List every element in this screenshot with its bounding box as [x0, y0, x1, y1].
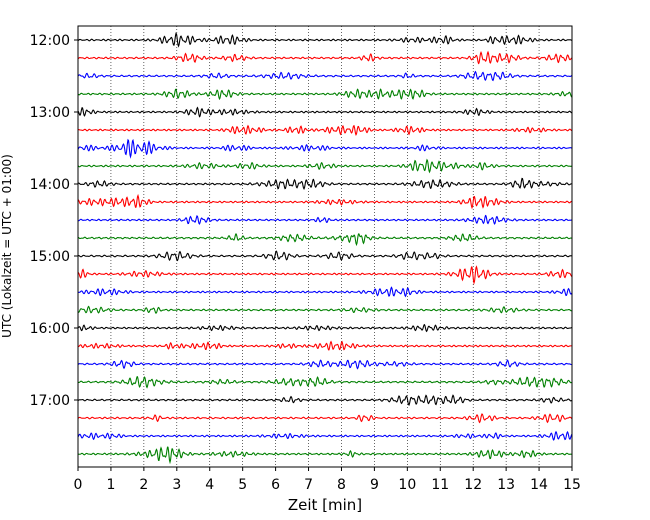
x-tick-label: 4	[205, 477, 214, 493]
trace-1315	[77, 124, 573, 137]
x-tick-label: 0	[74, 477, 83, 493]
x-tick-label: 14	[530, 477, 548, 493]
y-axis-ticks: 12:00 13:00 14:00 15:00 16:00 17:00	[30, 33, 78, 409]
trace-1230	[77, 70, 573, 82]
trace-1630	[77, 359, 573, 370]
trace-1730	[77, 430, 573, 441]
trace-1345	[77, 158, 573, 174]
trace-1330	[77, 138, 573, 159]
trace-1530	[77, 286, 573, 298]
trace-1615	[77, 340, 573, 351]
trace-1300	[77, 106, 573, 118]
x-tick-label: 12	[464, 477, 482, 493]
x-tick-label: 9	[370, 477, 379, 493]
trace-1430	[77, 214, 573, 225]
x-tick-label: 8	[337, 477, 346, 493]
trace-1700	[77, 394, 573, 406]
y-tick-label: 12:00	[30, 33, 70, 49]
trace-1245	[77, 88, 573, 101]
x-tick-label: 10	[398, 477, 416, 493]
y-tick-label: 13:00	[30, 105, 70, 121]
trace-1715	[77, 413, 573, 424]
x-tick-label: 3	[172, 477, 181, 493]
x-axis-label: Zeit [min]	[288, 496, 362, 514]
trace-1200	[77, 32, 573, 48]
y-tick-label: 14:00	[30, 177, 70, 193]
trace-1545	[77, 305, 573, 315]
plot-frame	[77, 25, 573, 468]
x-tick-label: 15	[563, 477, 581, 493]
x-tick-label: 5	[238, 477, 247, 493]
x-axis-ticks: 0 1 2 3 4 5 6 7 8 9 10 11 12 13 14 15	[74, 467, 581, 493]
x-tick-label: 2	[139, 477, 148, 493]
seismic-traces	[77, 32, 573, 465]
trace-1215	[77, 50, 573, 65]
trace-1600	[77, 323, 573, 333]
y-tick-label: 17:00	[30, 393, 70, 409]
y-axis-label: UTC (Lokalzeit = UTC + 01:00)	[0, 154, 14, 338]
x-tick-label: 7	[304, 477, 313, 493]
x-tick-label: 1	[106, 477, 115, 493]
x-tick-label: 11	[431, 477, 449, 493]
trace-1645	[77, 376, 573, 389]
y-tick-label: 16:00	[30, 321, 70, 337]
trace-1415	[77, 193, 573, 210]
x-tick-label: 13	[497, 477, 515, 493]
trace-1400	[77, 177, 573, 191]
x-tick-label: 6	[271, 477, 280, 493]
trace-1445	[77, 232, 573, 247]
trace-1500	[77, 250, 573, 262]
y-tick-label: 15:00	[30, 249, 70, 265]
trace-1745	[77, 446, 573, 465]
trace-1515	[77, 265, 573, 285]
